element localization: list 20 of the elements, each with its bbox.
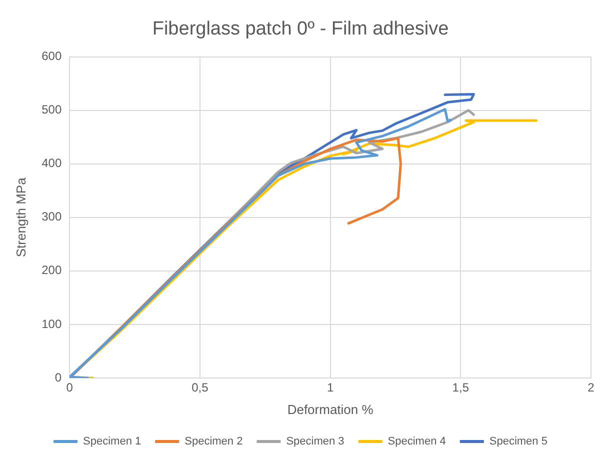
x-tick-label: 2 xyxy=(588,380,595,395)
legend-label: Specimen 2 xyxy=(184,436,243,448)
x-tick-label: 1 xyxy=(326,380,334,395)
legend-label: Specimen 5 xyxy=(489,436,548,448)
chart-title: Fiberglass patch 0º - Film adhesive xyxy=(152,18,449,40)
y-tick-label: 0 xyxy=(54,370,62,384)
y-tick-label: 100 xyxy=(42,316,62,331)
y-tick-label: 400 xyxy=(42,156,62,170)
y-tick-label: 600 xyxy=(42,49,62,64)
legend-label: Specimen 3 xyxy=(286,436,344,448)
x-tick-label: 0 xyxy=(66,380,74,395)
x-tick-label: 1,5 xyxy=(452,380,470,395)
y-axis-title: Strength MPa xyxy=(13,176,28,258)
legend-label: Specimen 4 xyxy=(388,436,446,448)
x-axis-title: Deformation % xyxy=(287,402,374,417)
y-tick-label: 300 xyxy=(42,210,62,224)
x-tick-label: 0,5 xyxy=(192,380,209,395)
y-tick-label: 500 xyxy=(42,102,62,117)
legend-label: Specimen 1 xyxy=(83,436,142,448)
y-tick-label: 200 xyxy=(42,263,62,278)
